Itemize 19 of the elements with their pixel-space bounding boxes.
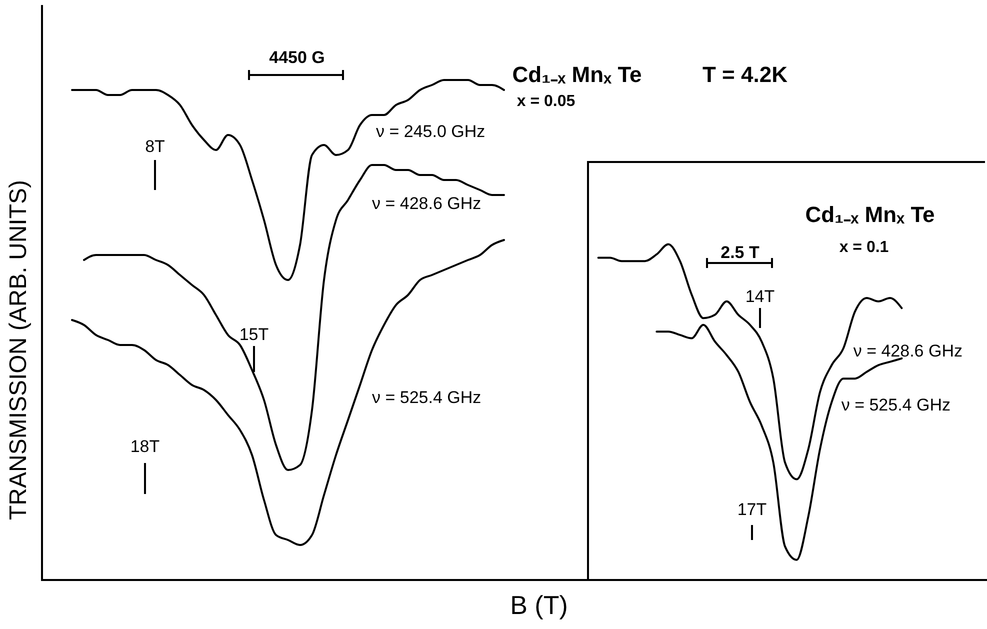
text: 4450 G	[269, 48, 325, 67]
series-label: ν = 525.4 GHz	[372, 388, 482, 407]
annotation: 8T	[145, 137, 165, 156]
series-label: ν = 245.0 GHz	[376, 122, 486, 141]
annotation: 2.5 T	[720, 243, 760, 262]
series-label: ν = 428.6 GHz	[853, 341, 962, 360]
series-label: ν = 525.4 GHz	[841, 396, 950, 415]
annotation: 15T	[239, 325, 269, 344]
chart-subtitle: x = 0.1	[839, 239, 889, 256]
text: x = 0.05	[516, 93, 576, 110]
annotation: 17T	[737, 500, 767, 519]
text: Cd₁₋ₓ Mnₓ Te	[512, 62, 642, 87]
chart-title: Cd₁₋ₓ Mnₓ Te	[805, 202, 935, 227]
annotation: 18T	[130, 437, 160, 456]
x-axis-title: B (T)	[510, 590, 568, 620]
series-label: ν = 428.6 GHz	[372, 194, 482, 213]
y-axis-title: TRANSMISSION (ARB. UNITS)	[5, 180, 32, 520]
text: T = 4.2K	[702, 62, 788, 87]
annotation: 14T	[745, 287, 775, 306]
